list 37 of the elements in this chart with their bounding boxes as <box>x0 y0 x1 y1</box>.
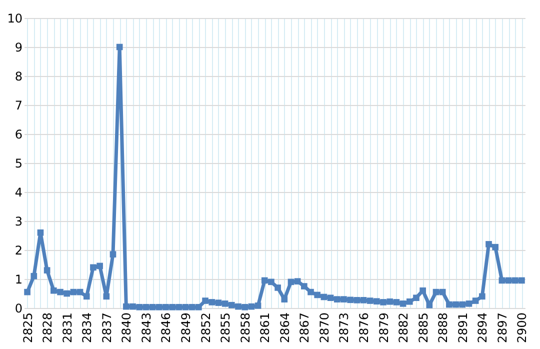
x-tick-label: 2840 <box>120 312 134 344</box>
y-tick-label: 4 <box>14 186 22 200</box>
y-tick-label: 7 <box>14 98 22 112</box>
x-tick-label: 2846 <box>159 312 174 344</box>
y-tick-label: 8 <box>14 70 22 84</box>
x-tick-label: 2876 <box>356 312 371 344</box>
x-tick-label: 2867 <box>298 312 312 344</box>
y-tick-label: 5 <box>14 156 22 170</box>
x-tick-label: 2864 <box>278 312 292 344</box>
x-tick-label: 2873 <box>337 312 352 344</box>
x-tick-label: 2885 <box>416 312 430 344</box>
x-tick-label: 2870 <box>317 312 332 344</box>
y-tick-label: 6 <box>14 128 22 142</box>
y-tick-label: 1 <box>14 272 22 286</box>
x-tick-label: 2831 <box>60 312 74 344</box>
x-tick-label: 2843 <box>139 312 154 344</box>
y-tick-label: 2 <box>14 244 22 258</box>
x-tick-label: 2855 <box>218 312 233 344</box>
y-tick-label: 0 <box>14 302 22 316</box>
x-tick-label: 2828 <box>40 312 55 344</box>
x-tick-label: 2852 <box>198 312 213 344</box>
x-tick-label: 2894 <box>476 312 490 344</box>
x-tick-label: 2837 <box>100 312 114 344</box>
x-tick-label: 2849 <box>179 312 194 344</box>
y-tick-label: 10 <box>7 12 22 26</box>
x-tick-label: 2882 <box>396 312 411 344</box>
x-tick-label: 2879 <box>376 312 391 344</box>
x-tick-label: 2825 <box>20 312 35 344</box>
y-tick-label: 3 <box>14 214 22 228</box>
x-tick-label: 2888 <box>436 312 450 344</box>
x-tick-label: 2897 <box>495 312 510 344</box>
x-tick-label: 2858 <box>238 312 252 344</box>
x-tick-label: 2834 <box>80 312 94 344</box>
y-tick-label: 9 <box>14 40 22 54</box>
x-tick-label: 2891 <box>456 312 470 344</box>
x-tick-label: 2861 <box>258 312 272 344</box>
x-tick-label: 2900 <box>515 312 530 344</box>
